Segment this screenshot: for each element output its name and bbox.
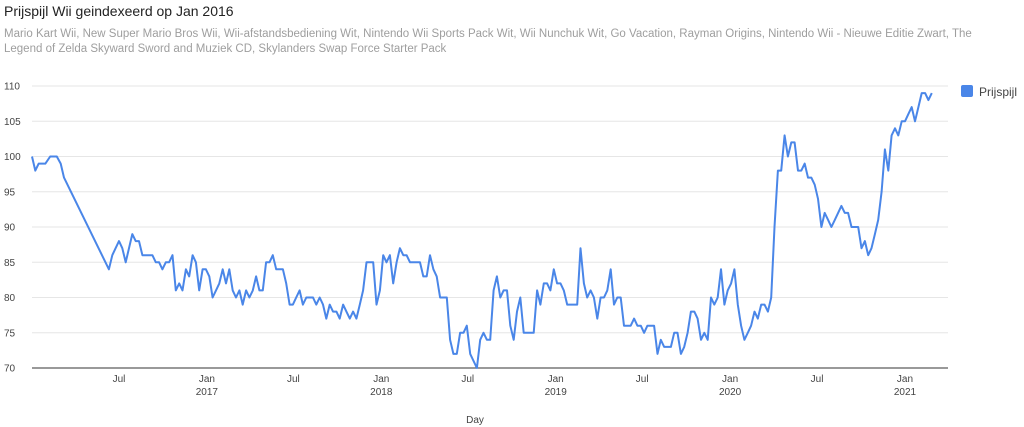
x-tick-year-label: 2019	[545, 387, 568, 398]
x-tick-label: Jul	[811, 374, 824, 385]
gridlines	[32, 85, 948, 369]
x-tick-label: Jul	[113, 374, 126, 385]
x-tick-label: Jan	[199, 374, 215, 385]
y-tick-label: 90	[4, 223, 16, 234]
y-tick-label: 70	[4, 364, 16, 375]
y-tick-label: 85	[4, 258, 16, 269]
x-tick-label: Jan	[722, 374, 738, 385]
legend-swatch	[961, 85, 973, 97]
legend-label: Prijspijl	[979, 85, 1017, 99]
y-tick-label: 105	[4, 117, 21, 128]
y-tick-label: 75	[4, 328, 16, 339]
series-line-prijspijl	[31, 92, 933, 369]
x-tick-label: Jul	[461, 374, 474, 385]
y-tick-label: 110	[4, 82, 20, 93]
x-tick-label: Jan	[548, 374, 564, 385]
y-axis-ticks: 70 75 80 85 90 95 100 105 110	[4, 82, 21, 375]
y-tick-label: 80	[4, 293, 16, 304]
series-layer	[31, 92, 933, 369]
x-tick-label: Jan	[897, 374, 913, 385]
x-tick-year-label: 2017	[196, 387, 219, 398]
x-axis-title: Day	[466, 415, 484, 426]
chart-subtitle: Mario Kart Wii, New Super Mario Bros Wii…	[4, 28, 972, 55]
legend: Prijspijl	[961, 85, 1017, 99]
chart-title: Prijspijl Wii geindexeerd op Jan 2016	[4, 3, 234, 19]
x-tick-year-label: 2021	[894, 387, 917, 398]
x-tick-label: Jul	[636, 374, 649, 385]
x-tick-label: Jul	[287, 374, 300, 385]
x-tick-year-label: 2020	[719, 387, 742, 398]
x-tick-year-label: 2018	[370, 387, 393, 398]
x-tick-label: Jan	[373, 374, 389, 385]
y-tick-label: 100	[4, 152, 21, 163]
x-axis-ticks: Jul Jan 2017 Jul Jan 2018 Jul Jan 2019 Jul Jan 2020…	[113, 374, 917, 398]
y-tick-label: 95	[4, 187, 16, 198]
